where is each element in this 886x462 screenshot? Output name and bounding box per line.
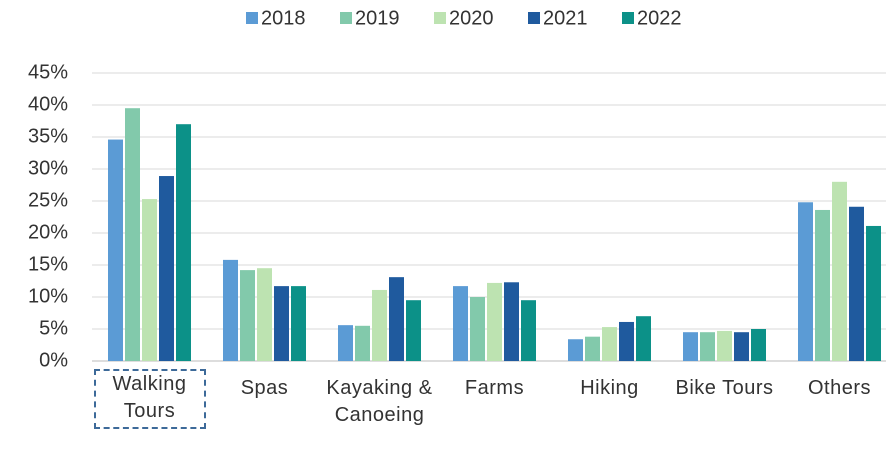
bar xyxy=(683,332,698,361)
bar xyxy=(568,339,583,361)
legend-swatch xyxy=(340,12,352,24)
bar xyxy=(372,289,387,361)
bar xyxy=(751,329,766,361)
bar xyxy=(832,181,847,361)
bar xyxy=(849,206,864,361)
y-tick-label: 25% xyxy=(28,189,68,211)
legend-swatch xyxy=(434,12,446,24)
legend-label: 2019 xyxy=(355,7,400,29)
y-tick-label: 45% xyxy=(28,61,68,83)
bar xyxy=(142,199,157,361)
legend-label: 2022 xyxy=(637,7,682,29)
bar xyxy=(815,209,830,361)
bar xyxy=(619,321,634,361)
y-tick-label: 30% xyxy=(28,157,68,179)
bar xyxy=(734,332,749,361)
x-tick-label[interactable]: Walking Tours xyxy=(93,369,206,429)
y-tick-label: 15% xyxy=(28,253,68,275)
y-tick-label: 10% xyxy=(28,285,68,307)
x-tick-label: Hiking xyxy=(580,377,639,399)
x-tick-label: Farms xyxy=(464,377,525,399)
bar xyxy=(274,286,289,361)
legend-swatch xyxy=(528,12,540,24)
bar xyxy=(585,336,600,361)
bar xyxy=(636,316,651,361)
bar xyxy=(487,282,502,361)
y-tick-label: 35% xyxy=(28,125,68,147)
legend-label: 2018 xyxy=(261,7,306,29)
bar xyxy=(338,325,353,361)
bar xyxy=(355,325,370,361)
legend-label: 2020 xyxy=(449,7,494,29)
bar xyxy=(176,124,191,361)
bar xyxy=(866,225,881,361)
bar xyxy=(108,139,123,361)
y-tick-label: 40% xyxy=(28,93,68,115)
bar xyxy=(470,297,485,361)
x-tick-label: Bike Tours xyxy=(675,377,774,399)
legend-swatch xyxy=(622,12,634,24)
bar xyxy=(700,332,715,361)
y-tick-label: 0% xyxy=(39,349,68,371)
bar xyxy=(240,270,255,361)
y-tick-label: 20% xyxy=(28,221,68,243)
legend-label: 2021 xyxy=(543,7,588,29)
bar xyxy=(717,330,732,361)
y-tick-label: 5% xyxy=(39,317,68,339)
bar xyxy=(389,277,404,361)
x-tick-label: Others xyxy=(807,377,872,399)
bar xyxy=(125,108,140,361)
x-tick-label: Spas xyxy=(240,377,289,399)
bar xyxy=(159,176,174,361)
bar xyxy=(406,300,421,361)
bar xyxy=(223,259,238,361)
bar xyxy=(504,282,519,361)
legend-swatch xyxy=(246,12,258,24)
bar xyxy=(521,300,536,361)
bar xyxy=(453,286,468,361)
bar xyxy=(257,268,272,361)
bar xyxy=(798,202,813,361)
bar xyxy=(602,327,617,361)
bar xyxy=(291,286,306,361)
x-tick-label: Kayaking & Canoeing xyxy=(326,377,433,426)
